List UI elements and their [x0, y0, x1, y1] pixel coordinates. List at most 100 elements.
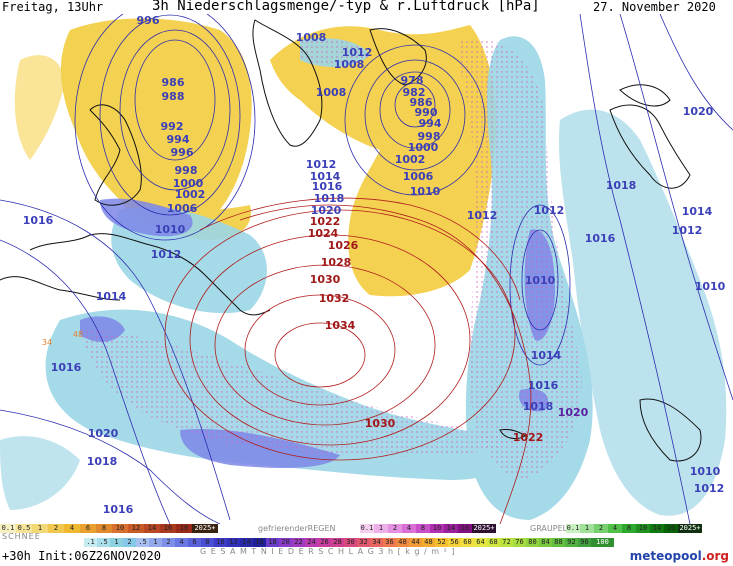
legend-total-label: G E S A M T N I E D E R S C H L A G 3 h …	[200, 547, 456, 556]
legend-swatch: 8	[622, 524, 636, 533]
legend-swatch: 2	[162, 538, 175, 547]
isobar-label-high: 1032	[319, 292, 350, 305]
legend-swatch: 0.5	[16, 524, 32, 533]
isobars-high	[164, 197, 532, 524]
isobar-label-low: 1018	[87, 455, 118, 468]
legend-swatch: 88	[552, 538, 565, 547]
legend-swatch: 4	[175, 538, 188, 547]
legend-swatch: 2025+	[678, 524, 702, 533]
legend-swatch: 24	[305, 538, 318, 547]
legend-swatch: 44	[409, 538, 422, 547]
legend-swatch: 28	[331, 538, 344, 547]
legend-swatch: 10	[430, 524, 444, 533]
isobar-label-low: 1010	[690, 465, 721, 478]
isobar-label-low: 992	[161, 120, 184, 133]
isobar-label-low: 1012	[342, 46, 373, 59]
precip-value-label: 34	[42, 338, 52, 347]
legend-swatch: .1	[84, 538, 97, 547]
legend-swatch: 12	[227, 538, 240, 547]
isobar-label-high: 1022	[310, 215, 341, 228]
header-date: 27. November 2020	[593, 0, 716, 14]
legend-swatch: 32	[357, 538, 370, 547]
legend-swatch: 72	[500, 538, 513, 547]
isobar-label-high: 1028	[321, 256, 352, 269]
header-day-time: Freitag, 13Uhr	[2, 0, 104, 14]
legend-swatch: 100	[591, 538, 614, 547]
legend-swatch: 52	[435, 538, 448, 547]
legend-swatch: 4	[64, 524, 80, 533]
legend-swatch: .5	[97, 538, 110, 547]
legend-swatch: 4	[608, 524, 622, 533]
isobar-label-low: 1016	[585, 232, 616, 245]
legend-swatch: 20	[279, 538, 292, 547]
legend-swatch: 10	[636, 524, 650, 533]
isobar-label-low: 996	[137, 14, 160, 27]
run-info: +30h Init:06Z26NOV2020	[2, 549, 161, 563]
isobar-label-low: 1018	[314, 192, 345, 205]
isobar-label-low: 1010	[410, 185, 441, 198]
isobar-label-high: 1030	[365, 417, 396, 430]
isobar-label-low: 988	[162, 90, 185, 103]
legend-swatch: 16	[458, 524, 472, 533]
legend-graupel: 0.1 1 2 4 8 10 14 16 2025+	[566, 524, 702, 533]
legend-swatch: 80	[526, 538, 539, 547]
isobar-label-low: 1008	[334, 58, 365, 71]
legend-swatch: 1	[374, 524, 388, 533]
legend-swatch: 84	[539, 538, 552, 547]
isobar-label-low: 1014	[682, 205, 713, 218]
legend-swatch: 14	[444, 524, 458, 533]
isobar-label-low: 994	[419, 117, 442, 130]
isobar-label-low: 990	[415, 106, 438, 119]
isobar-label-high: 1024	[308, 227, 339, 240]
legend-swatch: 40	[396, 538, 409, 547]
legend-swatch: 8	[416, 524, 430, 533]
legend-swatch: 10	[214, 538, 227, 547]
legend-swatch: 26	[318, 538, 331, 547]
isobar-label-low: 1012	[306, 158, 337, 171]
isobar-label-low: 1012	[467, 209, 498, 222]
legend-total: .1.5 1 2.5 1 2 4 6 8 10 12 14 16 18 20 22 24 26 28 30 32 34 3…	[84, 538, 614, 547]
legend-swatch: 14	[650, 524, 664, 533]
header-title: 3h Niederschlagsmenge/-typ & r.Luftdruck…	[152, 0, 540, 14]
brand-main: meteopool	[629, 549, 702, 563]
legend-swatch: 2	[123, 538, 136, 547]
isobar-label-low: 986	[162, 76, 185, 89]
isobar-label-low: 1012	[151, 248, 182, 261]
isobar-label-low: 994	[167, 133, 190, 146]
legend-swatch: 0.1	[0, 524, 16, 533]
isobar-label-low: 1016	[528, 379, 559, 392]
legend-swatch: 6	[80, 524, 96, 533]
isobar-label-high: 1034	[325, 319, 356, 332]
legend-swatch: 16	[664, 524, 678, 533]
legend-swatch: 0.1	[566, 524, 580, 533]
legend-swatch: 34	[370, 538, 383, 547]
legend-swatch: 2	[48, 524, 64, 533]
legend-swatch: 16	[253, 538, 266, 547]
isobar-label-low: 1018	[606, 179, 637, 192]
legend-swatch: 14	[240, 538, 253, 547]
legend-swatch: 14	[144, 524, 160, 533]
legend-swatch: .5	[136, 538, 149, 547]
legend-swatch: 2025+	[192, 524, 218, 533]
isobar-label-low: 986	[410, 96, 433, 109]
legend-swatch: 36	[383, 538, 396, 547]
isobar-label-low: 1016	[103, 503, 134, 516]
brand-logo[interactable]: meteopool.org	[630, 549, 729, 563]
legend-swatch: 2	[388, 524, 402, 533]
legend-swatch: 8	[96, 524, 112, 533]
isobar-label-low: 1006	[167, 202, 198, 215]
legend-swatch: 76	[513, 538, 526, 547]
legend-swatch: 96	[578, 538, 591, 547]
legend-swatch: 6	[188, 538, 201, 547]
legend-swatch: 64	[474, 538, 487, 547]
isobar-label-low: 1018	[523, 400, 554, 413]
isobar-label-low: 1012	[694, 482, 725, 495]
legend-swatch: 60	[461, 538, 474, 547]
isobar-label-low: 1016	[312, 180, 343, 193]
isobar-label-high: 1022	[513, 431, 544, 444]
legend-snow: 0.1 0.5 1 2 4 6 8 10 12 14 16 18 2025+	[0, 524, 218, 533]
precip-value-label: 48	[73, 330, 83, 339]
legend-swatch: 1	[580, 524, 594, 533]
legend-freezing: 0.1 1 2 4 8 10 14 16 2025+	[360, 524, 496, 533]
legend-swatch: 68	[487, 538, 500, 547]
